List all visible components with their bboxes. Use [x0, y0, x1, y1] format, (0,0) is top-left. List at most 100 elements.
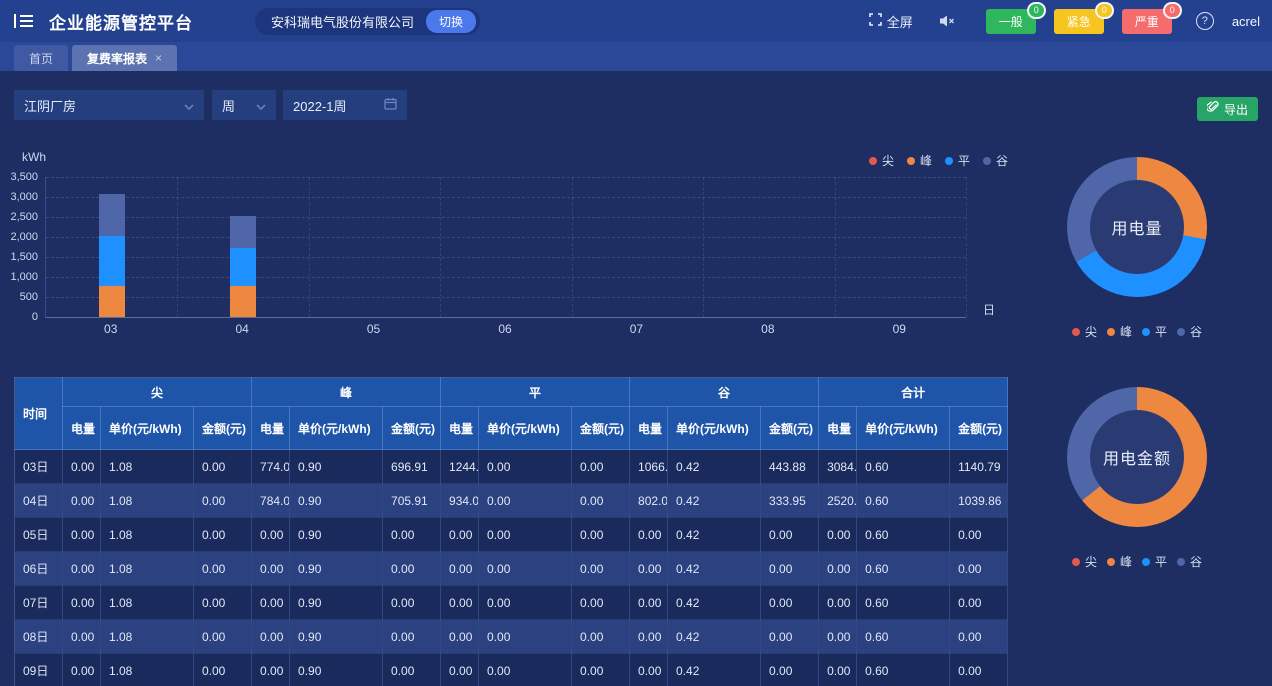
table-cell: 0.00 — [571, 517, 631, 552]
legend-item-峰[interactable]: 峰 — [1106, 553, 1132, 570]
col-subheader: 单价(元/kWh) — [856, 406, 951, 450]
table-cell: 0.00 — [760, 653, 820, 686]
table-cell: 0.00 — [760, 619, 820, 654]
fullscreen-label: 全屏 — [886, 14, 913, 30]
table-cell: 0.00 — [478, 619, 573, 654]
consumption-donut-chart: 用电量 — [1067, 157, 1207, 297]
filter-bar: 江阴厂房 周 2022-1周 — [14, 90, 407, 120]
x-tick-label: 03 — [104, 322, 118, 336]
tab-home[interactable]: 首页 — [14, 45, 69, 71]
menu-collapse-icon[interactable] — [14, 14, 33, 28]
col-group-header-尖: 尖 — [61, 377, 253, 407]
export-button-label: 导出 — [1223, 102, 1248, 117]
chevron-down-icon — [256, 98, 266, 113]
top-header: 企业能源管控平台 安科瑞电气股份有限公司 切换 全屏 一般 0 紧急 0 严重 0 ?… — [0, 0, 1272, 42]
table-cell: 0.00 — [478, 585, 573, 620]
col-subheader: 单价(元/kWh) — [289, 406, 384, 450]
col-subheader: 金额(元) — [949, 406, 1009, 450]
table-cell: 934.00 — [440, 483, 480, 518]
table-cell: 0.90 — [289, 449, 384, 484]
table-cell: 0.00 — [382, 619, 442, 654]
legend-item-尖[interactable]: 尖 — [868, 152, 894, 169]
alarm-severe-button[interactable]: 严重 0 — [1121, 1, 1182, 34]
table-cell: 0.00 — [382, 551, 442, 586]
x-tick-label: 06 — [498, 322, 512, 336]
site-select[interactable]: 江阴厂房 — [14, 90, 204, 120]
table-cell: 0.00 — [251, 619, 291, 654]
bar-segment-峰 — [230, 285, 257, 317]
table-row: 05日 0.00 1.08 0.00 0.00 0.90 0.00 0.00 0.00 0.00 0… — [14, 517, 1009, 552]
alarm-general-button[interactable]: 一般 0 — [985, 1, 1046, 34]
col-subheader: 电量 — [629, 406, 669, 450]
legend-item-谷[interactable]: 谷 — [982, 152, 1008, 169]
gridline — [46, 277, 966, 278]
table-cell: 0.00 — [571, 483, 631, 518]
table-cell: 0.90 — [289, 585, 384, 620]
legend-item-平[interactable]: 平 — [1142, 553, 1167, 570]
tab-close-icon[interactable]: × — [155, 51, 163, 65]
alarm-urgent-label: 紧急 — [1066, 14, 1091, 29]
period-select[interactable]: 周 — [212, 90, 276, 120]
table-cell: 0.00 — [478, 449, 573, 484]
col-subheader: 单价(元/kWh) — [667, 406, 762, 450]
fullscreen-icon — [868, 13, 882, 29]
fullscreen-button[interactable]: 全屏 — [868, 12, 913, 31]
col-subheader: 电量 — [62, 406, 101, 450]
export-button[interactable]: 导出 — [1196, 97, 1258, 121]
col-subheader: 金额(元) — [192, 406, 253, 450]
legend-dot — [944, 156, 953, 165]
help-icon[interactable]: ? — [1195, 12, 1214, 30]
table-cell: 1039.86 — [949, 483, 1009, 518]
legend-dot — [1071, 327, 1080, 336]
legend-item-峰[interactable]: 峰 — [906, 152, 932, 169]
date-picker[interactable]: 2022-1周 — [283, 90, 407, 120]
alarm-general-label: 一般 — [998, 14, 1023, 29]
calendar-icon — [384, 97, 397, 113]
legend-item-平[interactable]: 平 — [944, 152, 970, 169]
y-tick-label: 2,000 — [10, 231, 38, 243]
gridline — [571, 177, 573, 317]
table-cell: 0.90 — [289, 653, 384, 686]
table-cell: 1.08 — [100, 483, 194, 518]
gridline — [834, 177, 836, 317]
cell-time: 09日 — [14, 653, 63, 686]
table-cell: 0.60 — [856, 517, 951, 552]
table-cell: 696.91 — [382, 449, 442, 484]
table-cell: 0.00 — [629, 551, 669, 586]
legend-item-尖[interactable]: 尖 — [1071, 553, 1097, 570]
y-tick-label: 0 — [31, 311, 38, 323]
table-cell: 1.08 — [100, 449, 194, 484]
col-subheader: 金额(元) — [571, 406, 631, 450]
bar-segment-平 — [230, 248, 257, 286]
table-cell: 0.60 — [856, 619, 951, 654]
legend-item-谷[interactable]: 谷 — [1177, 553, 1202, 570]
alarm-urgent-button[interactable]: 紧急 0 — [1053, 1, 1114, 34]
legend-item-尖[interactable]: 尖 — [1071, 323, 1097, 340]
period-select-value: 周 — [222, 98, 236, 114]
y-tick-label: 1,500 — [10, 251, 38, 263]
legend-item-平[interactable]: 平 — [1142, 323, 1167, 340]
table-cell: 0.00 — [193, 551, 253, 586]
username[interactable]: acrel — [1231, 13, 1260, 29]
x-tick-label: 08 — [761, 322, 775, 336]
mute-speaker-icon[interactable] — [939, 14, 956, 28]
table-cell: 0.00 — [571, 653, 631, 686]
table-cell: 0.00 — [571, 449, 631, 484]
x-tick-label: 09 — [892, 322, 906, 336]
table-cell: 0.00 — [760, 585, 820, 620]
table-cell: 0.00 — [629, 653, 669, 686]
table-cell: 0.42 — [667, 483, 762, 518]
gridline — [46, 217, 966, 218]
tab-multi-rate-report[interactable]: 复费率报表 × — [72, 45, 178, 71]
cost-donut-chart: 用电金额 — [1067, 387, 1207, 527]
legend-label: 峰 — [1119, 555, 1132, 569]
table-cell: 0.00 — [62, 449, 101, 484]
table-row: 07日 0.00 1.08 0.00 0.00 0.90 0.00 0.00 0.00 0.00 0… — [14, 585, 1009, 620]
table-cell: 0.00 — [193, 483, 253, 518]
switch-company-button[interactable]: 切换 — [426, 10, 477, 33]
consumption-donut-legend: 尖峰平谷 — [1053, 323, 1221, 340]
legend-item-谷[interactable]: 谷 — [1177, 323, 1202, 340]
tab-bar: 首页 复费率报表 × — [0, 42, 1272, 71]
legend-item-峰[interactable]: 峰 — [1106, 323, 1132, 340]
table-cell: 774.00 — [251, 449, 291, 484]
